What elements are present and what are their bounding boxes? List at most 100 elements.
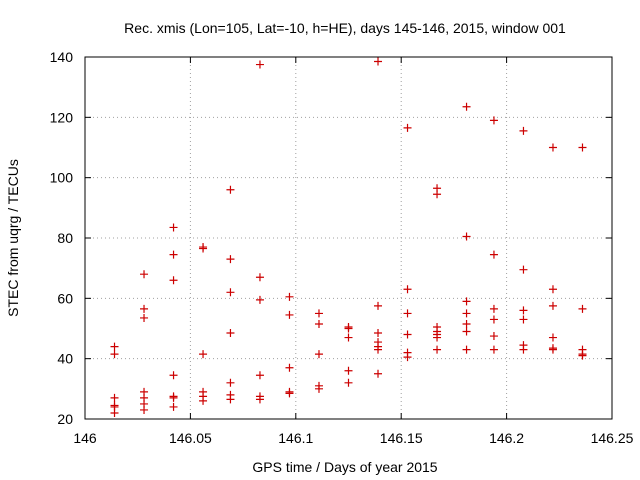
x-tick-label: 146.25 [591,430,634,446]
axis-ticks: 146 146.05 146.1 146.15 146.2 146.25 20 40 60 80 1… [50,49,634,446]
data-point [519,306,528,315]
data-point [578,351,587,360]
data-point [255,273,264,282]
data-point [344,366,353,375]
data-point [314,319,323,328]
data-point [489,304,498,313]
data-point [199,350,208,359]
data-point [519,126,528,135]
y-tick-label: 60 [57,290,73,306]
data-point [226,378,235,387]
data-point [140,304,149,313]
data-point [519,315,528,324]
data-point [403,123,412,132]
data-point [462,319,471,328]
data-point [199,396,208,405]
grid [85,57,612,419]
data-point [462,327,471,336]
data-point [578,304,587,313]
y-tick-label: 120 [50,109,74,125]
data-point [403,330,412,339]
data-point [110,408,119,417]
data-point [110,393,119,402]
data-point [255,60,264,69]
data-point [462,345,471,354]
plot-frame [84,56,613,420]
data-point [199,244,208,253]
y-tick-label: 20 [57,411,73,427]
x-tick-label: 146.05 [169,430,212,446]
chart-title: Rec. xmis (Lon=105, Lat=-10, h=HE), days… [124,20,566,36]
data-point [285,363,294,372]
x-tick-label: 146.2 [489,430,524,446]
data-point [110,342,119,351]
data-point [169,393,178,402]
data-point [374,329,383,338]
data-point [462,309,471,318]
data-point [489,332,498,341]
data-point [226,255,235,264]
data-point [548,345,557,354]
data-point [226,329,235,338]
x-tick-label: 146 [73,430,97,446]
data-point [548,301,557,310]
data-point [433,190,442,199]
data-point [374,57,383,66]
data-point [344,333,353,342]
data-point [578,143,587,152]
data-point [548,143,557,152]
data-point [169,402,178,411]
y-tick-label: 100 [50,170,74,186]
data-point [314,384,323,393]
data-point [285,389,294,398]
y-tick-label: 140 [50,49,74,65]
data-point [110,350,119,359]
data-point [169,250,178,259]
y-tick-label: 40 [57,351,73,367]
x-tick-label: 146.15 [380,430,423,446]
data-point [403,285,412,294]
data-point [255,371,264,380]
data-point [433,333,442,342]
data-point [226,288,235,297]
y-tick-label: 80 [57,230,73,246]
data-point [140,405,149,414]
data-point [314,350,323,359]
data-point [374,301,383,310]
data-point [169,276,178,285]
data-point [344,322,353,331]
data-point [169,223,178,232]
data-point [548,333,557,342]
data-point [374,345,383,354]
data-points [110,57,587,417]
data-point [374,369,383,378]
data-point [226,395,235,404]
data-point [489,345,498,354]
data-point [169,371,178,380]
data-point [255,395,264,404]
data-point [462,102,471,111]
data-point [403,353,412,362]
data-point [403,309,412,318]
data-point [519,265,528,274]
data-point [489,116,498,125]
data-point [285,292,294,301]
data-point [519,345,528,354]
data-point [314,309,323,318]
data-point [462,232,471,241]
data-point [462,297,471,306]
data-point [433,345,442,354]
data-point [140,313,149,322]
data-point [140,270,149,279]
x-tick-label: 146.1 [278,430,313,446]
x-axis-label: GPS time / Days of year 2015 [252,459,437,475]
data-point [489,250,498,259]
data-point [344,378,353,387]
data-point [285,310,294,319]
data-point [255,295,264,304]
data-point [489,315,498,324]
data-point [226,185,235,194]
y-axis-label: STEC from uqrg / TECUs [5,159,21,317]
data-point [548,285,557,294]
